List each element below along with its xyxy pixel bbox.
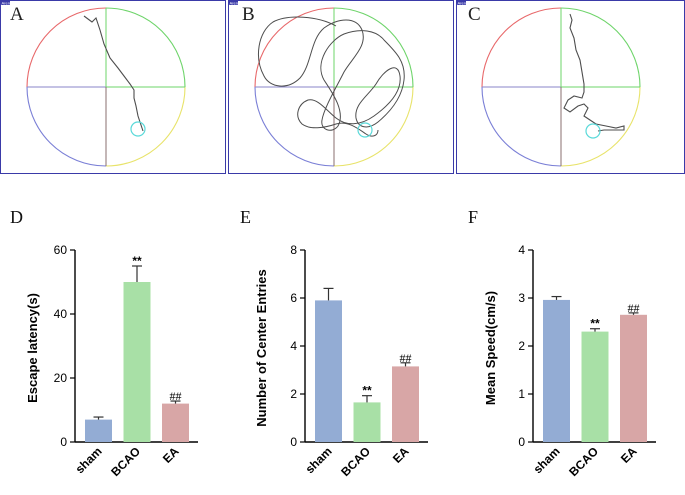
panel-letter: B [242,4,255,25]
chart-letter: E [240,207,251,227]
quadrant-arc-nw [254,7,335,88]
maze-panel-b: Arena 1 B [228,0,454,174]
chart-letter: F [468,207,478,227]
x-category-label: EA [160,444,182,466]
y-tick-label: 0 [518,435,525,449]
x-category-label: BCAO [338,444,373,479]
arena-tag [229,1,238,5]
bar-chart-escape-latency: D Escape latency(s) 0 20 40 60 sham ** BCAO ## EA [10,207,198,479]
panel-letter: A [10,4,24,25]
panel-letter: C [468,4,481,25]
y-tick-label: 8 [290,243,297,257]
quadrant-arc-sw [26,86,107,167]
bar-chart-center-entries: E Number of Center Entries 0 2 4 6 8 sham ** BCAO… [240,207,428,479]
significance-marker-hash: ## [628,301,640,315]
x-category-label: BCAO [108,444,143,479]
y-tick-label: 3 [518,291,525,305]
bar-bcao [581,331,609,442]
pool-circle [26,7,186,167]
quadrant-arc-sw [481,86,562,167]
quadrant-arc-se [333,86,414,167]
x-category-label: sham [531,444,563,476]
x-category-label: EA [390,444,412,466]
maze-panel-a: Arena 1 A [0,0,226,174]
significance-marker-star: ** [590,317,600,331]
bar-ea [162,403,189,442]
y-tick-label: 60 [54,243,68,257]
chart-letter: D [10,207,23,227]
y-tick-label: 20 [54,371,68,385]
pool-circle [481,7,641,167]
quadrant-arc-nw [26,7,107,88]
y-tick-label: 6 [290,291,297,305]
arena-tag [1,1,10,5]
y-tick-label: 4 [290,339,297,353]
y-axis-title: Mean Speed(cm/s) [483,291,498,405]
bar-ea [392,366,419,442]
arena-tag-label: Arena 1 [230,0,245,5]
platform-ring [585,123,601,139]
x-category-label: BCAO [566,444,601,479]
significance-marker-star: ** [362,384,372,398]
arena-tag [457,1,466,5]
platform-ring [130,121,146,137]
bar-ea [620,314,647,442]
quadrant-arc-sw [254,86,335,167]
pool-circle [254,7,414,167]
bar-sham [85,419,112,442]
x-category-label: sham [303,444,335,476]
bar-sham [543,299,570,442]
bar-sham [315,300,342,442]
arena-tag-label: Arena 1 [2,0,17,5]
bar-bcao [123,282,151,442]
quadrant-arc-ne [105,7,186,88]
y-axis-title: Number of Center Entries [254,269,269,426]
maze-panel-c: Arena 1 C [456,0,685,174]
bar-bcao [353,402,381,442]
y-tick-label: 40 [54,307,68,321]
significance-marker-hash: ## [170,389,182,403]
swim-path [563,13,625,132]
y-tick-label: 1 [518,387,525,401]
quadrant-arc-se [105,86,186,167]
significance-marker-star: ** [132,254,142,268]
arena-tag-label: Arena 1 [458,0,473,5]
swim-path [258,16,405,137]
y-tick-label: 4 [518,243,525,257]
y-tick-label: 2 [518,339,525,353]
quadrant-arc-ne [333,7,414,88]
x-category-label: sham [73,444,105,476]
quadrant-arc-nw [481,7,562,88]
quadrant-arc-ne [560,7,641,88]
y-tick-label: 0 [290,435,297,449]
x-category-label: EA [618,444,640,466]
quadrant-arc-se [560,86,641,167]
platform-ring [357,122,373,138]
y-tick-label: 2 [290,387,297,401]
y-tick-label: 0 [60,435,67,449]
y-axis-title: Escape latency(s) [25,293,40,403]
bar-chart-mean-speed: F Mean Speed(cm/s) 0 1 2 3 4 sham ** BCAO ## EA [468,207,656,479]
swim-path [83,15,144,132]
significance-marker-hash: ## [400,351,412,365]
